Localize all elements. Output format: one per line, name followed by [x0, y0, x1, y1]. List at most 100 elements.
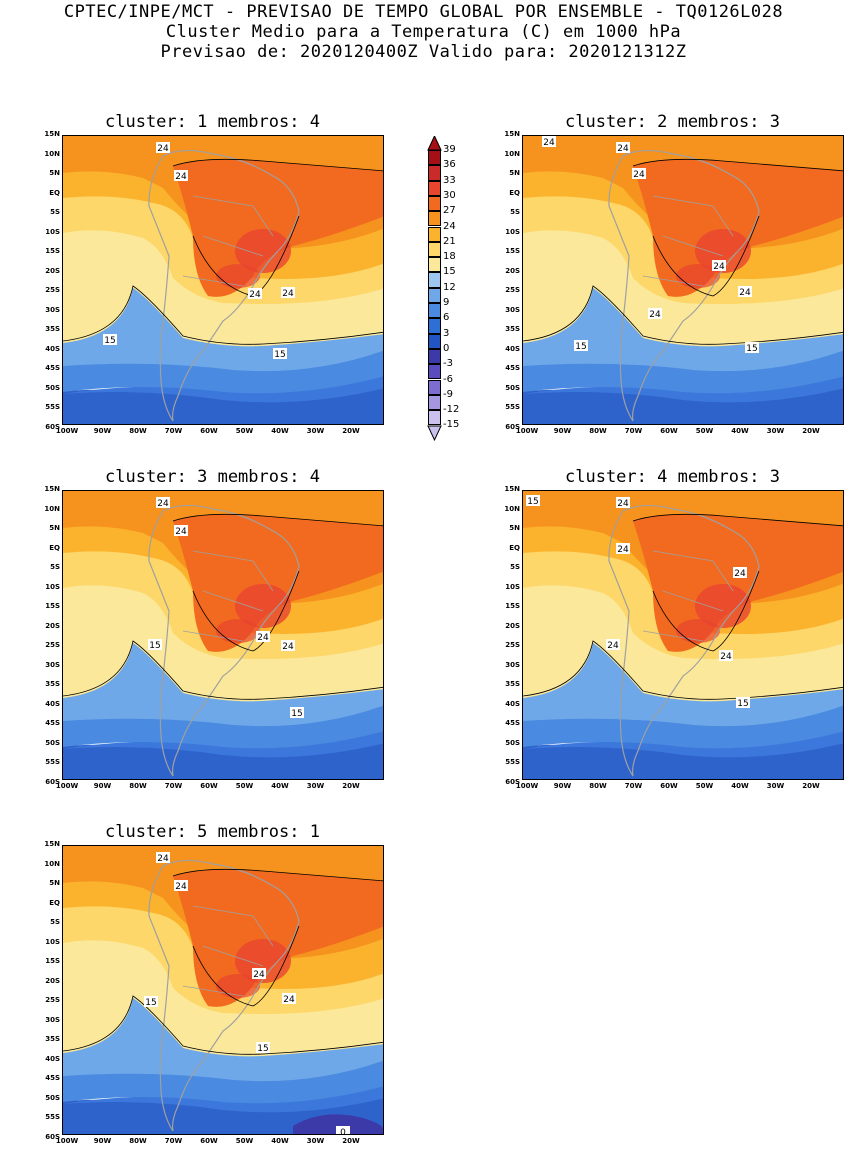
svg-text:24: 24: [617, 144, 629, 154]
contour-15: [523, 285, 843, 345]
longitude-label: 70W: [164, 427, 183, 435]
contour-label: 24: [648, 308, 662, 320]
colorbar-label: -9: [443, 388, 453, 400]
country-borders: [182, 905, 274, 997]
contour-24: [652, 570, 760, 652]
colorbar-swatch: [428, 287, 441, 303]
contour-label: 15: [526, 495, 540, 507]
hot-spot: [695, 229, 751, 273]
latitude-label: 5N: [49, 169, 60, 177]
main-title: CPTEC/INPE/MCT - PREVISAO DE TEMPO GLOBA…: [63, 2, 784, 22]
contour-label: 24: [174, 880, 188, 892]
latitude-label: 5S: [50, 918, 60, 926]
cold-pool: [293, 1114, 383, 1134]
longitude-label: 40W: [731, 782, 749, 790]
temperature-band: [63, 641, 383, 727]
contour-label: 24: [156, 852, 170, 864]
latitude-label: EQ: [509, 188, 520, 197]
contour-24: [172, 158, 383, 172]
contour-24: [192, 925, 300, 1007]
temperature-band: [63, 169, 383, 279]
colorbar-swatch: [428, 180, 441, 196]
country-borders: [642, 195, 734, 287]
latitude-label: 55S: [45, 403, 60, 411]
hot-spot: [235, 584, 291, 628]
longitude-label: 40W: [271, 1137, 289, 1145]
colorbar-swatch: [428, 226, 441, 242]
latitude-label: 60S: [45, 777, 60, 786]
coastline: [608, 149, 760, 422]
map-area: 24 24 24 24 15 15: [62, 135, 384, 425]
svg-text:24: 24: [739, 288, 751, 298]
longitude-label: 60W: [660, 427, 678, 435]
svg-text:15: 15: [527, 497, 538, 507]
latitude-label: 45S: [505, 364, 520, 372]
latitude-label: 5N: [49, 524, 60, 532]
temperature-band: [173, 514, 383, 652]
subtitle: Cluster Medio para a Temperatura (C) em …: [165, 22, 682, 42]
svg-text:24: 24: [720, 652, 732, 662]
longitude-label: 80W: [129, 1137, 147, 1145]
colorbar-swatch: [428, 165, 441, 181]
latitude-label: 45S: [505, 719, 520, 727]
temperature-band: [63, 524, 383, 634]
contour-24: [192, 570, 300, 652]
longitude-label: 100W: [55, 1137, 79, 1145]
temperature-band: [63, 386, 383, 424]
longitude-label: 50W: [235, 1137, 254, 1145]
contour-label: 24: [738, 286, 752, 298]
longitude-label: 50W: [695, 782, 714, 790]
latitude-label: 20S: [505, 266, 520, 275]
svg-text:24: 24: [157, 854, 169, 864]
colorbar-swatch: [428, 211, 441, 227]
temperature-map: 24 24 24 24 24 24 15 15: [523, 136, 843, 424]
longitude-label: 30W: [306, 427, 325, 435]
latitude-label: 15N: [504, 130, 520, 138]
latitude-label: 5S: [50, 563, 60, 571]
longitude-label: 40W: [731, 427, 749, 435]
latitude-label: 5N: [509, 524, 520, 532]
latitude-label: EQ: [49, 543, 60, 552]
latitude-label: 15N: [504, 485, 520, 493]
latitude-label: 35S: [45, 680, 60, 688]
latitude-label: 60S: [45, 1132, 60, 1141]
latitude-label: 40S: [45, 699, 60, 708]
latitude-label: 10N: [44, 504, 60, 513]
colorbar-label: 9: [443, 297, 450, 308]
svg-text:24: 24: [157, 499, 169, 509]
svg-text:24: 24: [282, 289, 294, 299]
svg-text:15: 15: [575, 342, 586, 352]
country-borders: [642, 550, 734, 642]
svg-text:24: 24: [713, 262, 725, 272]
latitude-label: 45S: [45, 1074, 60, 1082]
longitude-label: 100W: [515, 427, 539, 435]
latitude-label: 55S: [45, 1113, 60, 1121]
longitude-label: 90W: [93, 427, 112, 435]
longitude-label: 60W: [200, 427, 218, 435]
latitude-label: 15S: [505, 602, 520, 610]
colorbar-swatch: [428, 410, 441, 426]
temperature-band: [63, 729, 383, 758]
svg-text:24: 24: [283, 995, 295, 1005]
contour-label: 15: [736, 697, 750, 709]
contour-15: [63, 285, 383, 345]
temperature-band: [523, 741, 843, 779]
latitude-label: 15N: [44, 840, 60, 848]
panel-title: cluster: 1 membros: 4: [105, 112, 320, 132]
latitude-label: 15S: [45, 957, 60, 965]
svg-text:15: 15: [257, 1044, 268, 1054]
contour-label: 15: [574, 340, 588, 352]
latitude-label: 60S: [505, 422, 520, 431]
panel-title: cluster: 5 membros: 1: [105, 822, 320, 842]
panel-title: cluster: 4 membros: 3: [565, 467, 780, 487]
map-area: 24 24 24 24 15 15 0: [62, 845, 384, 1135]
temperature-band: [63, 583, 383, 702]
contour-label: 15: [103, 334, 117, 346]
colorbar-label: 6: [443, 312, 450, 324]
temperature-band: [63, 938, 383, 1057]
colorbar-label: 21: [443, 235, 456, 247]
svg-text:24: 24: [617, 499, 629, 509]
svg-text:24: 24: [249, 290, 261, 300]
temperature-band: [633, 514, 843, 652]
contour-label: 0: [336, 1126, 350, 1134]
